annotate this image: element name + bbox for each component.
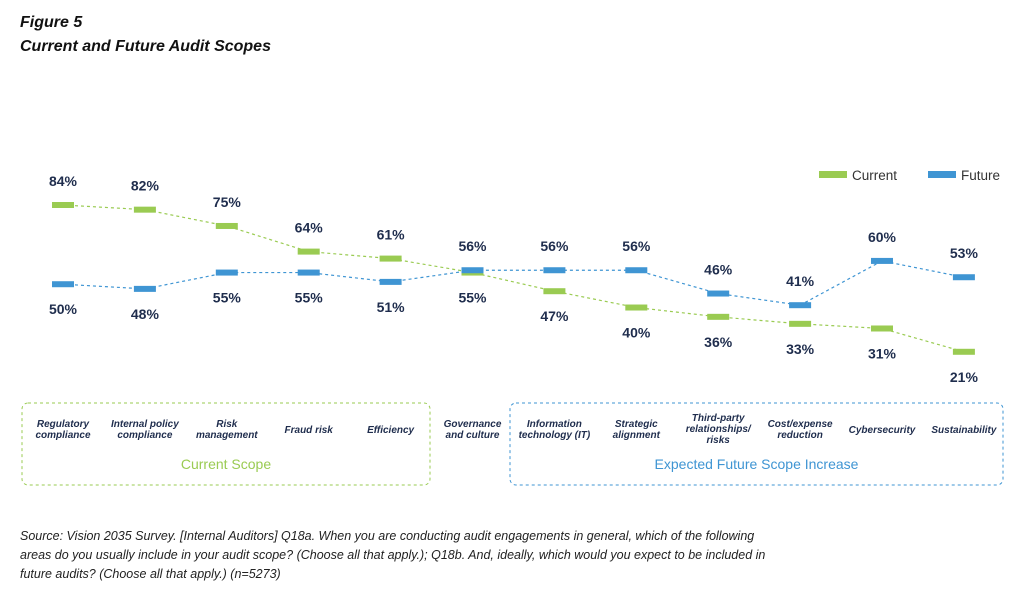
data-label-future: 56%	[622, 238, 651, 254]
marker-future	[789, 302, 812, 309]
data-label-future: 53%	[950, 245, 979, 261]
marker-future	[297, 269, 320, 276]
marker-future	[707, 290, 730, 297]
category-label: technology (IT)	[519, 430, 591, 441]
figure-label: Figure 5	[20, 14, 83, 31]
marker-current	[215, 222, 238, 229]
marker-future	[52, 281, 74, 288]
marker-future	[871, 257, 893, 264]
group-label: Current Scope	[181, 456, 271, 472]
marker-current	[625, 304, 648, 311]
marker-current	[297, 248, 320, 255]
marker-current	[379, 255, 402, 262]
category-label: reduction	[777, 430, 823, 441]
legend-swatch-future	[928, 171, 956, 178]
marker-current	[707, 313, 730, 320]
data-label-current: 47%	[540, 308, 569, 324]
marker-current	[133, 206, 156, 213]
marker-future	[215, 269, 238, 276]
marker-future	[379, 278, 402, 285]
category-label: Fraud risk	[285, 425, 334, 436]
category-label: Information	[527, 419, 582, 430]
marker-future	[625, 267, 648, 274]
source-note: Source: Vision 2035 Survey. [Internal Au…	[20, 529, 766, 581]
data-label-current: 21%	[950, 369, 979, 385]
data-label-future: 55%	[295, 290, 324, 306]
legend-label-current: Current	[852, 168, 897, 183]
marker-future	[133, 285, 156, 292]
category-label: Strategic	[615, 419, 658, 430]
line-chart: 84% 82% 75% 64% 61% 55% 47% 40% 36% 33% 31% 21% 50% 4…	[21, 168, 1004, 486]
series-line-future	[62, 260, 965, 306]
marker-current	[543, 288, 566, 295]
category-label: Cost/expense	[768, 419, 833, 430]
data-label-current: 33%	[786, 341, 815, 357]
data-label-future: 56%	[458, 238, 487, 254]
data-label-current: 55%	[458, 290, 487, 306]
category-label: relationships/	[686, 424, 752, 435]
category-label: Internal policy	[111, 419, 179, 430]
data-label-current: 82%	[131, 178, 160, 194]
group-box	[509, 402, 1004, 486]
marker-current	[789, 320, 812, 327]
category-label: Third-party	[692, 413, 745, 424]
figure-title: Current and Future Audit Scopes	[20, 38, 271, 55]
data-label-current: 61%	[377, 227, 406, 243]
data-label-current: 40%	[622, 325, 651, 341]
group-label: Expected Future Scope Increase	[655, 456, 859, 472]
legend-swatch-current	[819, 171, 847, 178]
data-label-current: 31%	[868, 345, 897, 361]
category-label: Sustainability	[931, 425, 996, 436]
series-line-current	[62, 204, 965, 353]
marker-future	[952, 274, 975, 281]
marker-current	[952, 348, 975, 355]
category-label: Efficiency	[367, 425, 414, 436]
category-label: compliance	[35, 430, 90, 441]
marker-future	[543, 267, 566, 274]
data-label-future: 48%	[131, 306, 160, 322]
category-label: risks	[707, 435, 731, 446]
marker-current	[871, 325, 893, 332]
data-label-current: 36%	[704, 334, 733, 350]
category-label: management	[196, 430, 258, 441]
legend-label-future: Future	[961, 168, 1000, 183]
marker-current	[52, 202, 74, 208]
data-label-future: 50%	[49, 301, 78, 317]
data-label-current: 64%	[295, 220, 324, 236]
category-label: alignment	[613, 430, 661, 441]
category-label: compliance	[117, 430, 172, 441]
category-label: and culture	[446, 430, 500, 441]
category-label: Cybersecurity	[849, 425, 916, 436]
data-label-future: 55%	[213, 290, 242, 306]
category-label: Risk	[216, 419, 238, 430]
group-box	[21, 402, 431, 486]
data-label-future: 41%	[786, 273, 815, 289]
data-label-future: 60%	[868, 229, 897, 245]
data-label-future: 51%	[377, 299, 406, 315]
category-label: Regulatory	[37, 419, 90, 430]
data-label-current: 75%	[213, 194, 242, 210]
category-label: Governance	[444, 419, 502, 430]
data-label-future: 46%	[704, 262, 733, 278]
data-label-current: 84%	[49, 173, 78, 189]
data-label-future: 56%	[540, 238, 569, 254]
marker-future	[461, 267, 484, 274]
